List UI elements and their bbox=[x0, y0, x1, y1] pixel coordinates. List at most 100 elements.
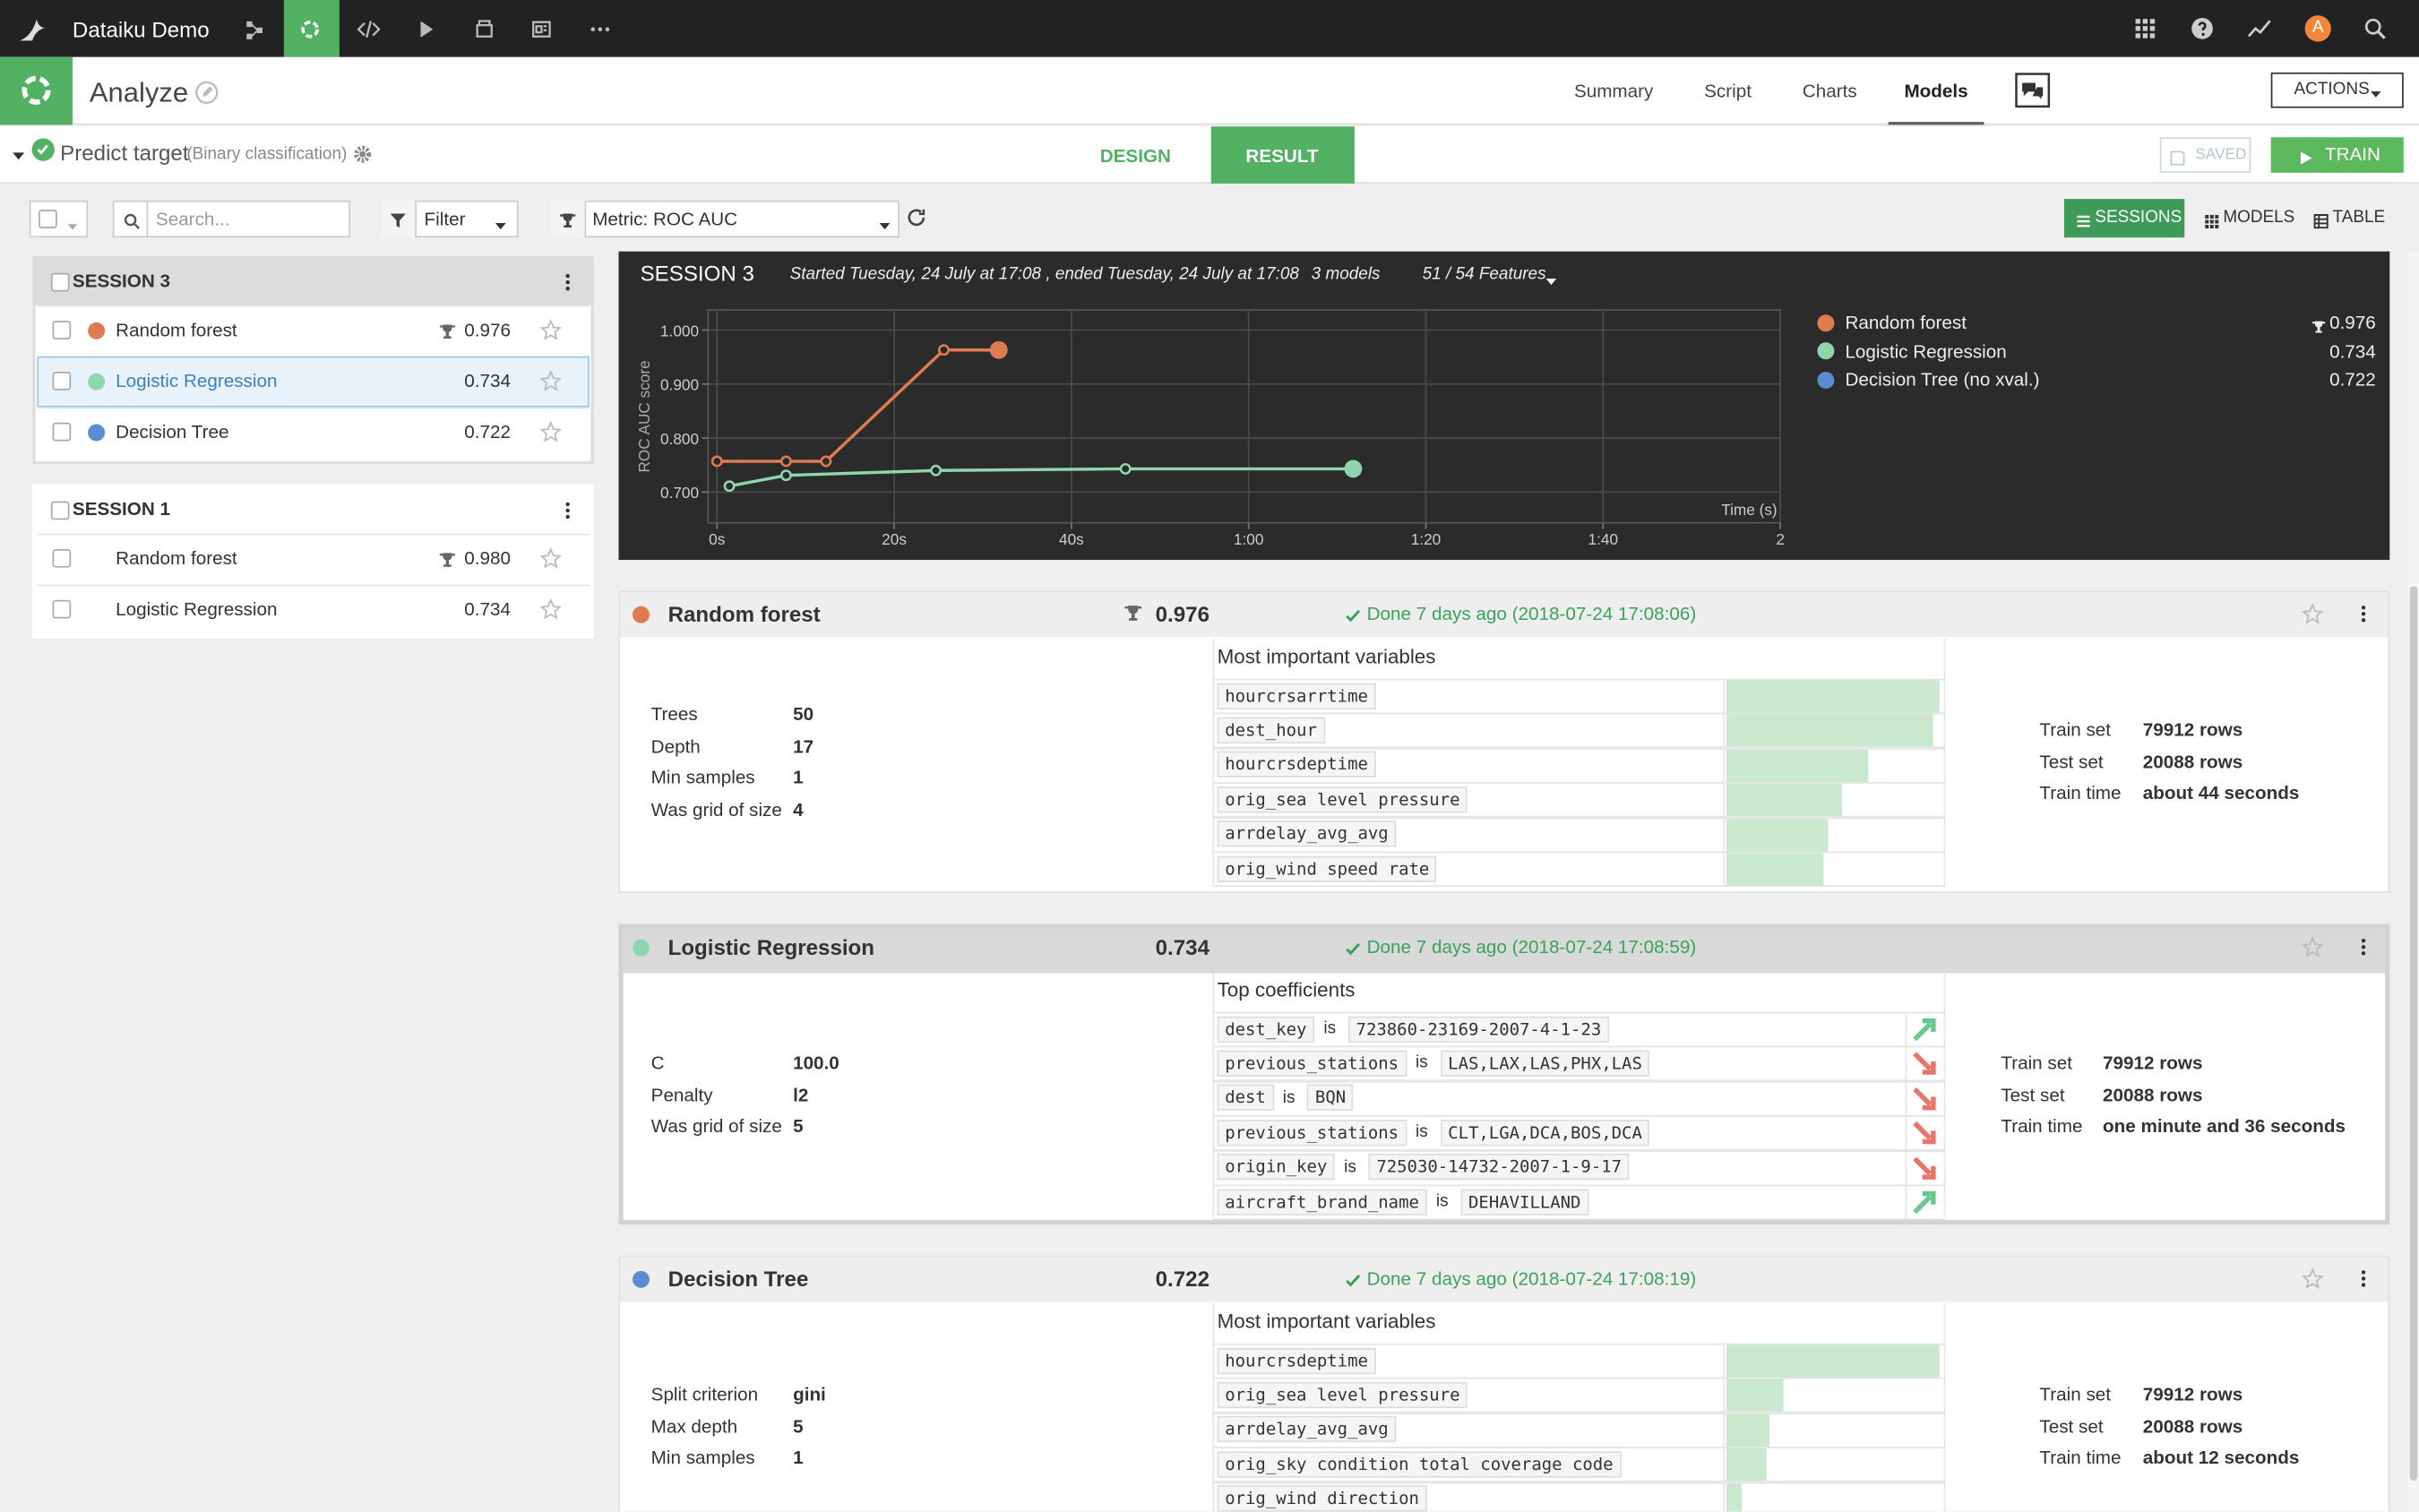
star-button[interactable] bbox=[539, 597, 562, 620]
search-box[interactable] bbox=[112, 200, 350, 238]
icon-part bbox=[2022, 82, 2044, 99]
icon-part bbox=[2364, 18, 2381, 35]
help-icon[interactable] bbox=[2191, 17, 2214, 40]
nav-icon[interactable] bbox=[529, 17, 555, 42]
icon-part bbox=[2201, 32, 2205, 36]
card-score: 0.976 bbox=[1155, 601, 1210, 627]
star-button[interactable] bbox=[539, 547, 562, 569]
model-name: Logistic Regression bbox=[116, 598, 278, 621]
card-status: Done 7 days ago (2018-07-24 17:08:06) bbox=[1366, 603, 1697, 625]
cell-divider bbox=[1905, 1149, 1907, 1186]
trophy-icon bbox=[558, 210, 577, 228]
model-row[interactable] bbox=[37, 356, 590, 408]
icon-part bbox=[2247, 20, 2271, 38]
avatar[interactable]: A bbox=[2304, 15, 2331, 42]
card-menu[interactable] bbox=[2353, 602, 2374, 627]
icon-part bbox=[2311, 321, 2326, 333]
code-chip: 723860-23169-2007-4-1-23 bbox=[1347, 1015, 1609, 1043]
nav-icon[interactable] bbox=[588, 17, 613, 42]
actions-button[interactable]: ACTIONS bbox=[2270, 72, 2404, 108]
card-menu[interactable] bbox=[2353, 1267, 2374, 1292]
star-button[interactable] bbox=[2301, 935, 2324, 958]
section-title: Top coefficients bbox=[1217, 977, 1356, 1001]
checkbox[interactable] bbox=[39, 210, 57, 228]
train-button[interactable]: TRAIN bbox=[2270, 137, 2404, 173]
icon-part bbox=[1913, 1018, 1936, 1042]
series-point bbox=[779, 455, 792, 468]
card-model-name: Random forest bbox=[667, 601, 821, 627]
checkbox[interactable] bbox=[50, 272, 70, 292]
header-tab[interactable]: Summary bbox=[1573, 80, 1654, 102]
apps-icon[interactable] bbox=[2133, 17, 2156, 40]
icon-part bbox=[420, 21, 434, 38]
top-bar bbox=[0, 0, 2419, 57]
view-button[interactable]: SESSIONS bbox=[2063, 199, 2185, 238]
refresh-icon[interactable] bbox=[906, 207, 927, 228]
checkbox[interactable] bbox=[50, 501, 70, 520]
collapse-caret[interactable] bbox=[11, 143, 26, 160]
task-icon bbox=[30, 137, 56, 162]
metric-select[interactable] bbox=[550, 200, 900, 238]
session-menu[interactable] bbox=[557, 270, 579, 295]
model-name: Decision Tree bbox=[116, 421, 229, 443]
param-label: Was grid of size bbox=[650, 1114, 782, 1138]
search-icon[interactable] bbox=[2363, 17, 2387, 40]
checkbox[interactable] bbox=[52, 371, 72, 391]
analysis-badge bbox=[0, 56, 73, 125]
project-name: Dataiku Demo bbox=[72, 16, 210, 42]
code-chip: dest bbox=[1217, 1085, 1274, 1112]
star-button[interactable] bbox=[539, 369, 562, 391]
nav-icon[interactable] bbox=[357, 17, 382, 42]
nav-icon[interactable] bbox=[297, 17, 323, 42]
nav-icon[interactable] bbox=[242, 17, 267, 42]
icon-part bbox=[2135, 19, 2156, 39]
icon-part bbox=[539, 319, 562, 340]
icon-part bbox=[202, 86, 213, 97]
scrollbar-thumb[interactable] bbox=[2409, 586, 2418, 1482]
star-button[interactable] bbox=[539, 319, 562, 340]
param-value: 4 bbox=[793, 798, 804, 820]
session-features[interactable]: 51 / 54 Features bbox=[1422, 265, 1546, 284]
star-button[interactable] bbox=[2301, 602, 2324, 624]
model-row[interactable] bbox=[37, 533, 590, 585]
discussions-button[interactable] bbox=[2009, 73, 2056, 108]
card-menu[interactable] bbox=[2353, 934, 2374, 959]
logo[interactable] bbox=[15, 13, 49, 47]
view-button[interactable]: MODELS bbox=[2223, 208, 2295, 228]
checkbox[interactable] bbox=[52, 599, 72, 619]
y-tick-label: 0.900 bbox=[660, 376, 699, 394]
settings-icon[interactable] bbox=[353, 143, 372, 163]
task-tab[interactable]: RESULT bbox=[1245, 144, 1319, 167]
icon-part bbox=[2301, 602, 2324, 624]
star-button[interactable] bbox=[2301, 1267, 2324, 1289]
header-tab[interactable]: Script bbox=[1704, 80, 1752, 102]
table-row bbox=[1212, 1482, 1946, 1512]
checkbox[interactable] bbox=[52, 321, 72, 339]
filter-icon bbox=[389, 210, 408, 228]
plot-frame bbox=[707, 309, 1781, 524]
icon-part bbox=[357, 21, 381, 39]
task-tab[interactable]: DESIGN bbox=[1099, 144, 1171, 167]
activity-icon[interactable] bbox=[2246, 17, 2272, 40]
header-tab[interactable]: Models bbox=[1904, 80, 1968, 102]
edit-icon[interactable] bbox=[194, 81, 220, 106]
view-button[interactable]: TABLE bbox=[2332, 208, 2386, 228]
checkbox[interactable] bbox=[52, 422, 72, 442]
saved-button[interactable]: SAVED bbox=[2159, 137, 2251, 173]
filter-label: Filter bbox=[424, 208, 466, 230]
card-model-name: Decision Tree bbox=[667, 1266, 809, 1292]
checkbox[interactable] bbox=[52, 549, 72, 568]
icon-part bbox=[1545, 279, 1557, 286]
star-button[interactable] bbox=[539, 420, 562, 442]
importance-bar bbox=[1726, 714, 1933, 748]
param-value: gini bbox=[793, 1383, 826, 1405]
nav-icon[interactable] bbox=[472, 17, 497, 42]
nav-icon[interactable] bbox=[413, 17, 438, 42]
model-row[interactable] bbox=[37, 305, 590, 357]
header-tab[interactable]: Charts bbox=[1802, 80, 1857, 102]
model-row[interactable] bbox=[37, 584, 590, 636]
session-time: Started Tuesday, 24 July at 17:08 , ende… bbox=[789, 265, 1299, 284]
session-menu[interactable] bbox=[557, 498, 579, 523]
coef-op: is bbox=[1282, 1088, 1296, 1108]
model-row[interactable] bbox=[37, 407, 590, 459]
